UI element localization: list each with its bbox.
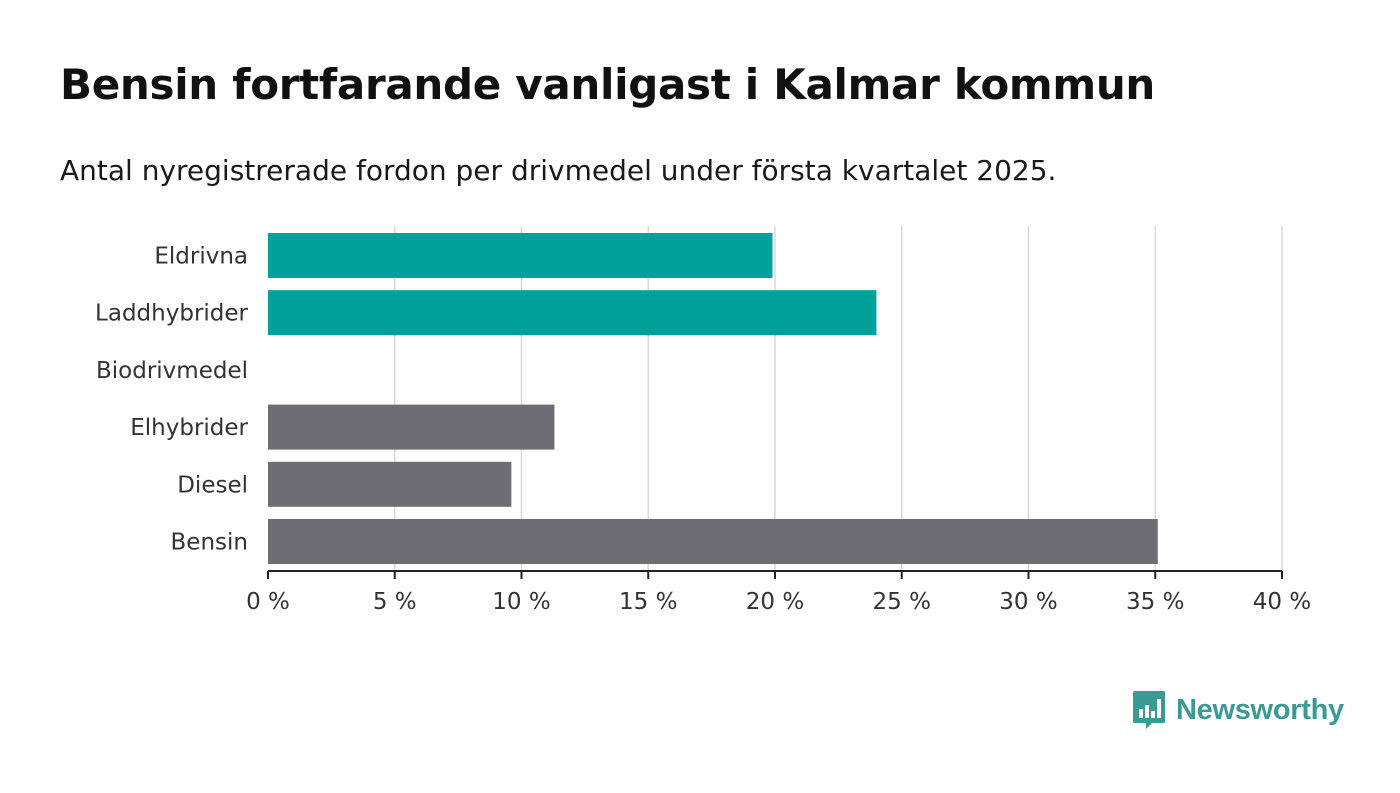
- category-label: Bensin: [171, 530, 248, 556]
- category-label: Elhybrider: [130, 415, 248, 441]
- gridlines: [394, 226, 1283, 571]
- bar-chart-speech-bubble-icon: [1133, 691, 1165, 729]
- category-labels: Eldrivna Laddhybrider Biodrivmedel Elhybrid…: [95, 244, 248, 556]
- chart-title: Bensin fortfarande vanligast i Kalmar ko…: [60, 60, 1156, 109]
- bars: [268, 233, 1158, 564]
- bar: [268, 461, 512, 507]
- x-tick-label: 0 %: [246, 589, 290, 615]
- category-label: Diesel: [177, 472, 248, 498]
- category-label: Eldrivna: [154, 244, 248, 270]
- bar: [268, 404, 555, 450]
- chart-subtitle: Antal nyregistrerade fordon per drivmede…: [60, 154, 1057, 187]
- x-tick-label: 10 %: [492, 589, 550, 615]
- x-tick-label: 15 %: [619, 589, 677, 615]
- x-tick-label: 25 %: [873, 589, 931, 615]
- category-label: Laddhybrider: [95, 301, 248, 327]
- x-tick-labels: 0 % 5 % 10 % 15 % 20 % 25 % 30 % 35 % 40 %: [246, 589, 1311, 615]
- bar: [268, 233, 773, 278]
- x-axis: [267, 570, 1283, 579]
- x-tick-label: 30 %: [999, 589, 1057, 615]
- bar: [268, 519, 1158, 564]
- x-tick-label: 35 %: [1126, 589, 1184, 615]
- newsworthy-logo: Newsworthy: [1132, 690, 1344, 730]
- bar: [268, 290, 877, 336]
- x-tick-label: 40 %: [1253, 589, 1311, 615]
- category-label: Biodrivmedel: [96, 358, 248, 384]
- brand-name: Newsworthy: [1176, 693, 1344, 726]
- x-tick-label: 20 %: [746, 589, 804, 615]
- x-tick-label: 5 %: [373, 589, 417, 615]
